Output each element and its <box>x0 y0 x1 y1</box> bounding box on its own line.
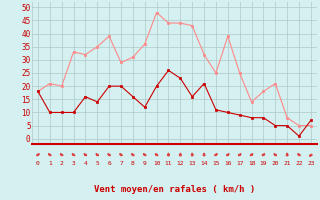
X-axis label: Vent moyen/en rafales ( km/h ): Vent moyen/en rafales ( km/h ) <box>94 185 255 194</box>
